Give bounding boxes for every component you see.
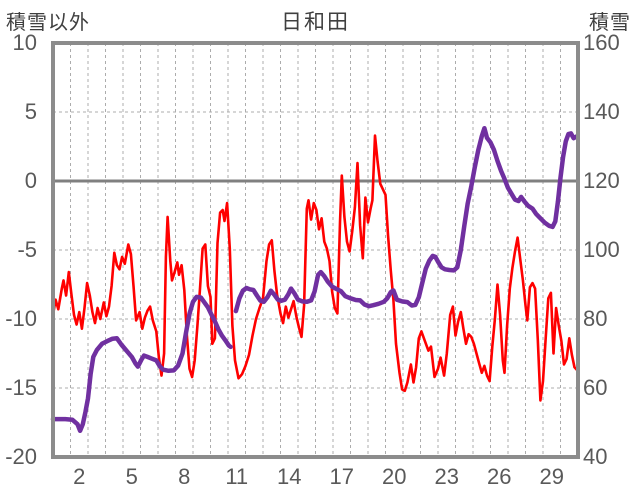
y-right-tick-label: 80 xyxy=(583,306,608,331)
y-right-tick-label: 40 xyxy=(583,444,608,469)
x-tick-label: 17 xyxy=(329,464,354,489)
temperature-line xyxy=(51,134,579,402)
y-left-tick-label: 10 xyxy=(12,30,37,55)
y-left-tick-label: 5 xyxy=(24,99,37,124)
y-left-tick-label: -10 xyxy=(5,306,37,331)
x-tick-label: 14 xyxy=(277,464,302,489)
y-left-tick-label: -15 xyxy=(5,375,37,400)
right-axis-title: 積雪 xyxy=(589,12,631,34)
y-left-tick-label: 0 xyxy=(24,168,37,193)
snow-depth-line xyxy=(50,125,580,434)
y-left-tick-label: -5 xyxy=(17,237,37,262)
x-tick-label: 11 xyxy=(225,464,249,489)
left-axis-title: 積雪以外 xyxy=(6,12,90,34)
x-tick-label: 29 xyxy=(539,464,564,489)
x-tick-label: 20 xyxy=(382,464,407,489)
x-tick-label: 2 xyxy=(73,464,86,489)
x-tick-label: 26 xyxy=(487,464,512,489)
x-tick-label: 23 xyxy=(434,464,459,489)
y-right-tick-label: 140 xyxy=(583,99,620,124)
y-right-tick-label: 120 xyxy=(583,168,620,193)
y-left-tick-label: -20 xyxy=(5,444,37,469)
horizontal-gridlines xyxy=(53,111,578,389)
chart-title: 日和田 xyxy=(281,11,350,34)
y-right-tick-label: 160 xyxy=(583,30,620,55)
y-right-tick-label: 100 xyxy=(583,237,620,262)
plot-border xyxy=(51,41,580,459)
y-right-tick-label: 60 xyxy=(583,375,608,400)
x-tick-label: 5 xyxy=(125,464,138,489)
x-tick-label: 8 xyxy=(178,464,191,489)
